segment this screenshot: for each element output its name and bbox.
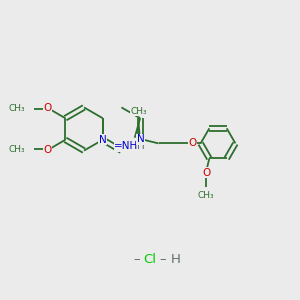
Text: N: N [136,135,144,145]
Text: CH₃: CH₃ [8,145,25,154]
Text: Cl: Cl [143,253,157,266]
Text: O: O [202,168,210,178]
Text: N: N [99,135,106,145]
Text: O: O [188,138,196,148]
Text: O: O [43,145,51,155]
Text: CH₃: CH₃ [198,191,214,200]
Text: H: H [171,253,180,266]
Text: –: – [133,253,140,266]
Text: H: H [137,141,145,151]
Text: N: N [137,134,145,144]
Text: CH₃: CH₃ [8,104,25,113]
Text: =NH: =NH [114,141,138,151]
Text: CH₃: CH₃ [130,107,147,116]
Text: O: O [43,103,51,113]
Text: –: – [159,253,166,266]
